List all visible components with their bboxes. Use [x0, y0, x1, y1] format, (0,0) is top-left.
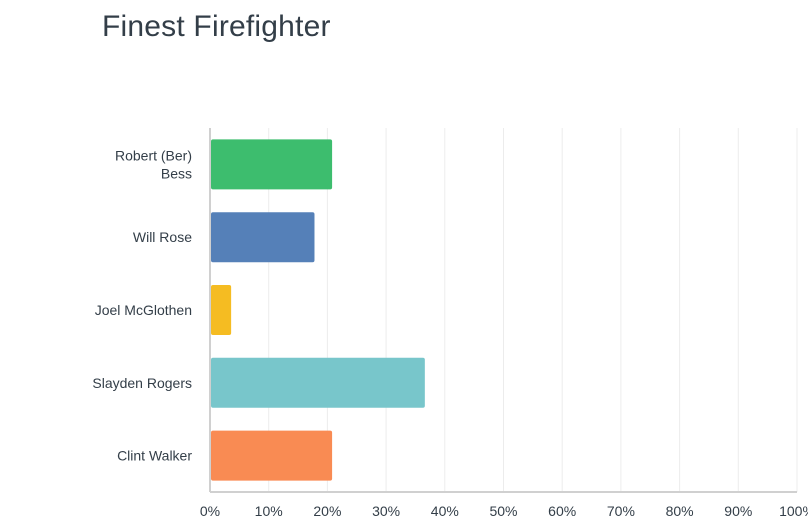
bar[interactable]	[211, 285, 232, 335]
x-tick-label: 30%	[372, 503, 400, 519]
x-tick-label: 20%	[313, 503, 341, 519]
chart-title: Finest Firefighter	[102, 10, 331, 43]
bar[interactable]	[211, 212, 315, 263]
x-tick-label: 100%	[779, 503, 808, 519]
x-tick-label: 70%	[607, 503, 635, 519]
category-label: Slayden Rogers	[92, 375, 192, 391]
category-label: Bess	[161, 165, 192, 181]
x-tick-label: 50%	[489, 503, 517, 519]
category-label: Clint Walker	[117, 448, 192, 464]
x-tick-labels: 0% 10% 20% 30% 40% 50% 60% 70% 80% 90% 100%	[200, 503, 808, 519]
bars	[211, 139, 425, 481]
category-label: Will Rose	[133, 229, 192, 245]
bar[interactable]	[211, 357, 425, 408]
x-tick-label: 40%	[431, 503, 459, 519]
x-tick-label: 90%	[724, 503, 752, 519]
category-labels: Robert (Ber) Bess Will Rose Joel McGlothen S…	[92, 147, 192, 463]
category-label: Robert (Ber)	[115, 147, 192, 163]
x-tick-label: 60%	[548, 503, 576, 519]
x-tick-label: 10%	[255, 503, 283, 519]
category-label: Joel McGlothen	[95, 302, 192, 318]
x-tick-label: 0%	[200, 503, 220, 519]
x-tick-label: 80%	[666, 503, 694, 519]
grid-lines	[210, 128, 798, 493]
bar[interactable]	[211, 430, 333, 481]
bar[interactable]	[211, 139, 333, 190]
